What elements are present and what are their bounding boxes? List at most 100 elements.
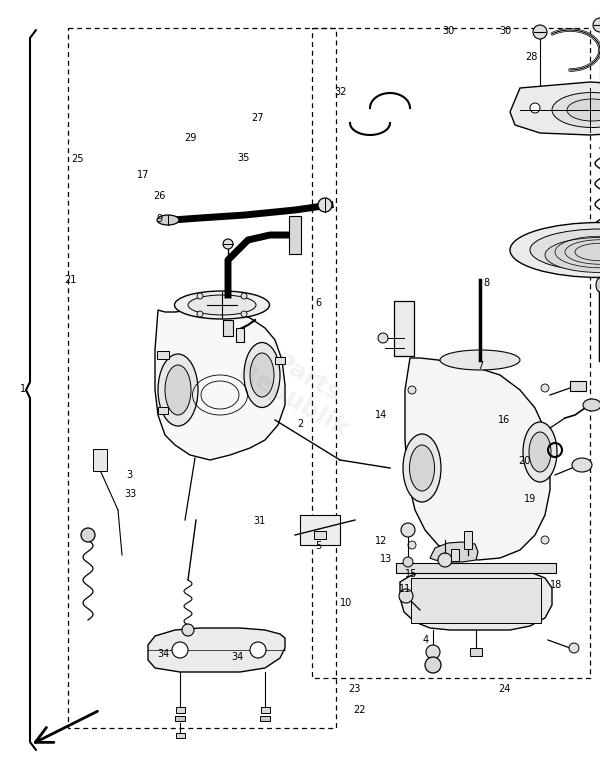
Ellipse shape bbox=[440, 350, 520, 370]
Bar bbox=[93, 449, 107, 471]
Circle shape bbox=[223, 239, 233, 249]
Circle shape bbox=[197, 311, 203, 317]
Polygon shape bbox=[155, 308, 285, 460]
Circle shape bbox=[403, 557, 413, 567]
Text: 25: 25 bbox=[72, 154, 84, 163]
Text: 16: 16 bbox=[498, 415, 510, 425]
Text: 32: 32 bbox=[335, 87, 347, 96]
Bar bbox=[300, 515, 340, 545]
Text: 9: 9 bbox=[156, 215, 162, 224]
Text: 35: 35 bbox=[237, 153, 249, 163]
Circle shape bbox=[399, 589, 413, 603]
Ellipse shape bbox=[158, 354, 198, 426]
Circle shape bbox=[241, 293, 247, 299]
Circle shape bbox=[172, 642, 188, 658]
Ellipse shape bbox=[530, 229, 600, 271]
Text: 14: 14 bbox=[375, 411, 387, 420]
Circle shape bbox=[401, 523, 415, 537]
Text: 2: 2 bbox=[297, 419, 303, 429]
Circle shape bbox=[530, 103, 540, 113]
Circle shape bbox=[541, 536, 549, 544]
Bar bbox=[314, 531, 326, 539]
Circle shape bbox=[426, 645, 440, 659]
Ellipse shape bbox=[567, 99, 600, 121]
Ellipse shape bbox=[188, 295, 256, 315]
Text: 17: 17 bbox=[137, 170, 149, 180]
Text: 27: 27 bbox=[252, 114, 264, 123]
Bar bbox=[312, 28, 590, 678]
Ellipse shape bbox=[545, 237, 600, 272]
Circle shape bbox=[250, 642, 266, 658]
Text: 15: 15 bbox=[406, 569, 418, 579]
Circle shape bbox=[593, 18, 600, 32]
Text: 5: 5 bbox=[315, 541, 321, 551]
Ellipse shape bbox=[552, 93, 600, 128]
Text: 30: 30 bbox=[500, 26, 512, 36]
Text: 11: 11 bbox=[399, 584, 411, 594]
Circle shape bbox=[182, 624, 194, 636]
Ellipse shape bbox=[409, 445, 434, 491]
Ellipse shape bbox=[583, 399, 600, 411]
Bar bbox=[464, 531, 472, 549]
Text: 30: 30 bbox=[443, 26, 455, 36]
Ellipse shape bbox=[244, 342, 280, 408]
Bar bbox=[411, 577, 541, 622]
Ellipse shape bbox=[572, 458, 592, 472]
Ellipse shape bbox=[510, 223, 600, 278]
Text: 23: 23 bbox=[348, 684, 360, 693]
Text: 34: 34 bbox=[231, 653, 243, 662]
Circle shape bbox=[569, 643, 579, 653]
Text: 22: 22 bbox=[354, 705, 366, 714]
Polygon shape bbox=[148, 628, 285, 672]
Ellipse shape bbox=[175, 291, 269, 319]
Ellipse shape bbox=[250, 353, 274, 397]
Bar bbox=[158, 406, 168, 413]
Bar bbox=[451, 549, 459, 561]
Text: 33: 33 bbox=[125, 489, 137, 499]
Ellipse shape bbox=[523, 422, 557, 482]
Circle shape bbox=[533, 25, 547, 39]
Ellipse shape bbox=[596, 278, 600, 292]
Bar bbox=[289, 216, 301, 254]
Polygon shape bbox=[510, 82, 600, 135]
Bar bbox=[396, 563, 556, 573]
Text: 6: 6 bbox=[315, 299, 321, 308]
Text: 24: 24 bbox=[498, 684, 510, 693]
Circle shape bbox=[378, 333, 388, 343]
Bar bbox=[157, 351, 169, 359]
Text: 34: 34 bbox=[158, 649, 170, 658]
Text: 28: 28 bbox=[525, 52, 537, 61]
Bar bbox=[175, 716, 185, 720]
Polygon shape bbox=[400, 566, 552, 630]
Text: 3: 3 bbox=[126, 470, 132, 479]
Bar bbox=[470, 648, 482, 656]
Text: 10: 10 bbox=[340, 598, 352, 608]
Text: 7: 7 bbox=[477, 361, 483, 370]
Bar bbox=[260, 707, 269, 713]
Bar bbox=[68, 28, 336, 728]
Text: 4: 4 bbox=[423, 635, 429, 644]
Bar bbox=[275, 356, 285, 363]
Text: 26: 26 bbox=[153, 191, 165, 201]
Bar bbox=[176, 733, 185, 738]
Circle shape bbox=[241, 311, 247, 317]
Text: 20: 20 bbox=[518, 457, 530, 466]
Circle shape bbox=[425, 657, 441, 673]
Text: 21: 21 bbox=[65, 275, 77, 285]
Bar bbox=[260, 716, 270, 720]
Circle shape bbox=[438, 553, 452, 567]
Text: 12: 12 bbox=[376, 536, 388, 545]
Text: 1: 1 bbox=[20, 384, 26, 394]
Text: 19: 19 bbox=[524, 495, 536, 504]
Polygon shape bbox=[405, 358, 550, 560]
Bar bbox=[570, 381, 586, 391]
Circle shape bbox=[81, 528, 95, 542]
Text: 13: 13 bbox=[380, 554, 392, 563]
Circle shape bbox=[197, 293, 203, 299]
Ellipse shape bbox=[403, 434, 441, 502]
Bar bbox=[394, 300, 414, 356]
Bar bbox=[176, 707, 185, 713]
Text: 18: 18 bbox=[550, 580, 562, 590]
Text: Parts
Republik: Parts Republik bbox=[233, 337, 367, 443]
Text: 29: 29 bbox=[185, 134, 197, 143]
